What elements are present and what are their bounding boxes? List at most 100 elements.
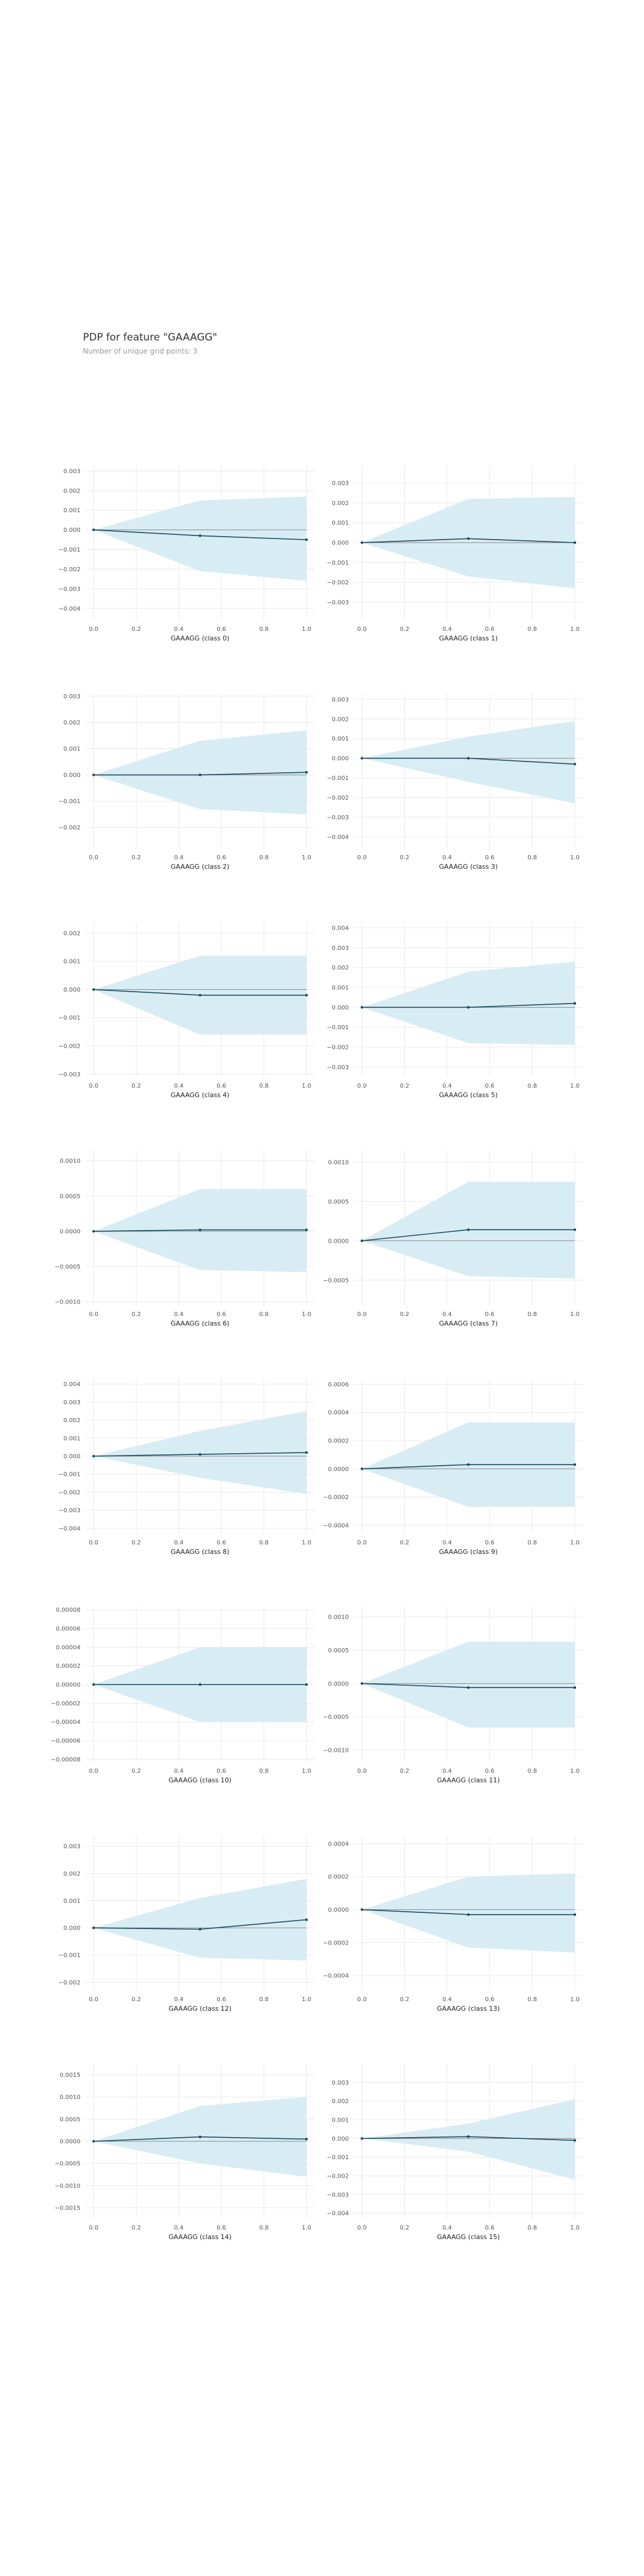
y-tick-label: −0.001	[58, 547, 80, 553]
y-tick-label: 0.003	[63, 468, 80, 475]
x-tick-label: 0.0	[357, 1311, 367, 1318]
pdp-point	[573, 1002, 577, 1005]
pdp-point	[305, 993, 308, 997]
y-tick-label: −0.0002	[323, 1494, 349, 1501]
x-tick-label: 0.6	[485, 1311, 494, 1318]
y-tick-label: 0.0000	[60, 1228, 80, 1235]
y-tick-label: 0.001	[63, 746, 80, 753]
x-tick-label: 0.8	[259, 1768, 269, 1775]
subplot-class-8: 0.004 0.003 0.002 0.001 0.000 −0.001 −0.002 −0.…	[58, 1379, 315, 1556]
x-tick-label: 0.0	[89, 1768, 98, 1775]
y-tick-label: −0.003	[327, 1064, 349, 1071]
x-tick-label: 0.6	[485, 1996, 494, 2003]
subplot-class-10: 0.00008 0.00006 0.00004 0.00002 0.00000 −0.00…	[51, 1607, 315, 1784]
pdp-point	[305, 1918, 308, 1921]
x-tick-label: 0.4	[174, 2225, 184, 2231]
pdp-point	[92, 1454, 95, 1458]
y-tick-label: −0.002	[58, 825, 80, 831]
x-tick-label: 0.0	[89, 1083, 98, 1089]
subplot-class-15: 0.003 0.002 0.001 0.000 −0.001 −0.002 −0.003 −0…	[327, 2064, 583, 2241]
x-tick-label: 0.4	[174, 854, 184, 861]
x-tick-label: 0.4	[442, 854, 452, 861]
x-tick-label: 0.2	[400, 1083, 409, 1089]
x-tick-label: 0.8	[528, 2225, 537, 2231]
x-tick-label: 0.4	[174, 1768, 184, 1775]
y-tick-label: −0.003	[327, 2192, 349, 2199]
y-tick-label: 0.004	[63, 1382, 80, 1388]
subplot-class-13: 0.0004 0.0002 0.0000 −0.0002 −0.0004 0.0 0.2 0.…	[323, 1835, 583, 2012]
x-tick-label: 1.0	[302, 1768, 311, 1775]
y-tick-label: 0.003	[63, 1400, 80, 1406]
x-axis-label: GAAAGG (class 2)	[171, 863, 229, 871]
y-tick-label: 0.0010	[328, 1614, 349, 1621]
x-tick-label: 1.0	[570, 1311, 580, 1318]
x-tick-label: 0.2	[131, 2225, 141, 2231]
pdp-point	[305, 2138, 308, 2141]
x-tick-label: 0.6	[216, 1311, 226, 1318]
pdp-point	[467, 1006, 470, 1009]
y-tick-label: 0.000	[63, 1454, 80, 1460]
x-axis-label: GAAAGG (class 4)	[171, 1091, 229, 1099]
x-tick-label: 0.8	[528, 1768, 537, 1775]
x-axis-label: GAAAGG (class 3)	[439, 863, 497, 871]
pdp-point	[199, 1928, 202, 1931]
confidence-band	[362, 721, 575, 804]
y-tick-label: 0.000	[63, 772, 80, 779]
pdp-point	[199, 534, 202, 537]
y-tick-label: −0.002	[327, 1045, 349, 1051]
x-tick-label: 0.6	[216, 1083, 226, 1089]
y-tick-label: 0.0010	[60, 2094, 80, 2101]
x-axis-label: GAAAGG (class 6)	[171, 1320, 229, 1327]
y-tick-label: 0.000	[63, 987, 80, 993]
y-tick-label: −0.003	[58, 1072, 80, 1078]
y-tick-label: 0.00006	[56, 1626, 80, 1633]
y-tick-label: 0.001	[332, 520, 349, 527]
x-tick-label: 0.8	[528, 1311, 537, 1318]
y-tick-label: −0.001	[58, 1472, 80, 1478]
y-tick-label: −0.002	[327, 580, 349, 586]
x-tick-label: 0.6	[485, 1083, 494, 1089]
x-tick-label: 0.6	[216, 854, 226, 861]
subplot-class-0: 0.003 0.002 0.001 0.000 −0.001 −0.002 −0.003 −0…	[58, 465, 315, 642]
pdp-point	[199, 993, 202, 997]
y-tick-label: 0.0005	[328, 1648, 349, 1654]
y-tick-label: 0.002	[63, 1417, 80, 1424]
x-tick-label: 0.4	[442, 1311, 452, 1318]
y-tick-label: 0.0000	[328, 1907, 349, 1914]
x-tick-label: 0.4	[442, 2225, 452, 2231]
y-tick-label: 0.001	[63, 959, 80, 965]
x-tick-label: 0.0	[89, 626, 98, 633]
y-tick-label: −0.002	[58, 1490, 80, 1496]
y-tick-label: 0.003	[332, 696, 349, 703]
y-tick-label: 0.002	[332, 716, 349, 723]
y-tick-label: 0.0000	[328, 1238, 349, 1244]
x-tick-label: 0.0	[357, 1768, 367, 1775]
x-tick-label: 0.4	[442, 1768, 452, 1775]
pdp-point	[305, 1451, 308, 1454]
x-axis-label: GAAAGG (class 11)	[437, 1776, 500, 1784]
y-tick-label: 0.004	[332, 925, 349, 932]
y-tick-label: 0.0000	[60, 2139, 80, 2145]
y-tick-label: −0.0002	[323, 1940, 349, 1946]
y-tick-label: 0.00008	[56, 1607, 80, 1614]
y-tick-label: −0.001	[327, 560, 349, 566]
x-tick-label: 1.0	[570, 1768, 580, 1775]
x-tick-label: 1.0	[570, 1996, 580, 2003]
x-tick-label: 1.0	[302, 2225, 311, 2231]
pdp-point	[467, 1463, 470, 1466]
pdp-point	[360, 1682, 364, 1685]
confidence-band	[362, 961, 575, 1045]
confidence-band	[94, 730, 306, 815]
y-tick-label: 0.0010	[60, 1158, 80, 1165]
x-tick-label: 0.0	[357, 626, 367, 633]
subplot-class-2: 0.003 0.002 0.001 0.000 −0.001 −0.002 0.0 0.2 0.…	[58, 693, 315, 871]
y-tick-label: 0.00002	[56, 1663, 80, 1670]
x-tick-label: 0.4	[174, 1083, 184, 1089]
x-tick-label: 0.6	[485, 626, 494, 633]
x-tick-label: 1.0	[302, 1083, 311, 1089]
y-tick-label: 0.0000	[328, 1681, 349, 1688]
y-tick-label: 0.002	[63, 488, 80, 494]
x-tick-label: 0.4	[442, 1540, 452, 1546]
x-tick-label: 0.2	[131, 626, 141, 633]
subplot-class-14: 0.0015 0.0010 0.0005 0.0000 −0.0005 −0.0010 −0…	[55, 2064, 315, 2241]
